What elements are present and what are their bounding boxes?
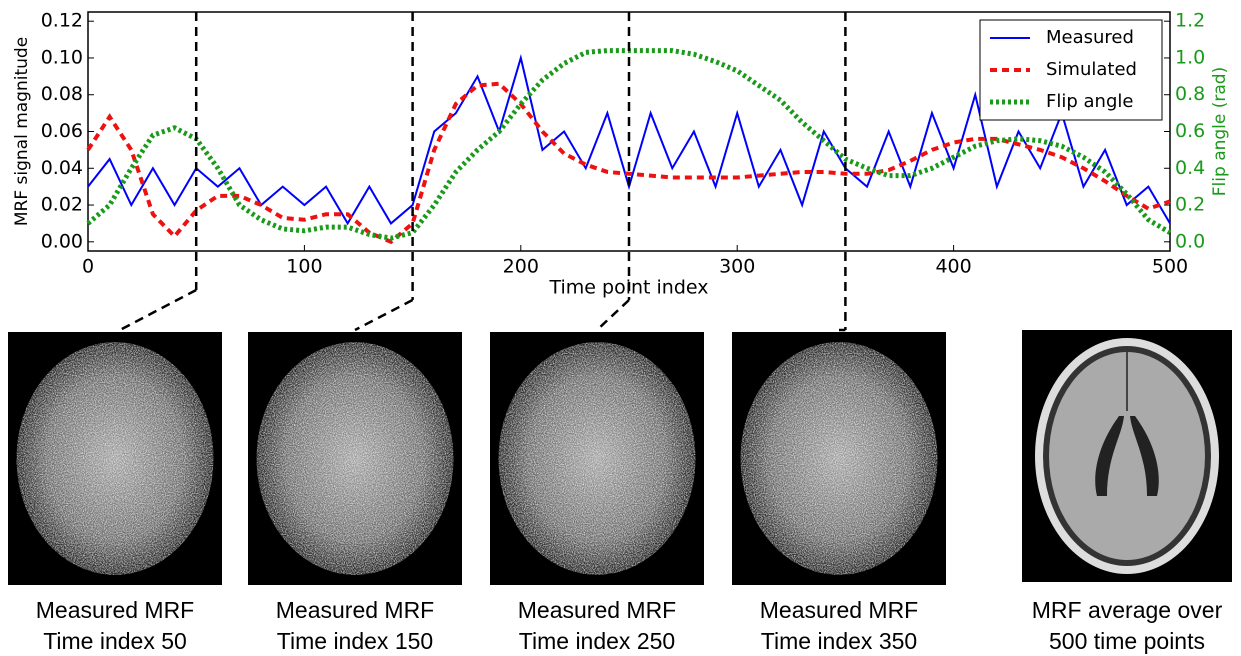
legend-label: Flip angle [1046, 91, 1133, 112]
panel-caption: Time index 50 [43, 628, 187, 654]
y2-tick-label: 1.0 [1175, 46, 1205, 68]
image-noise [740, 342, 938, 575]
series-line [87, 54, 1171, 226]
x-tick-label: 400 [935, 256, 971, 278]
y2-tick-label: 0.8 [1175, 83, 1205, 105]
x-tick-label: 200 [503, 256, 539, 278]
panel-caption: Time index 250 [519, 628, 675, 654]
leader-line [596, 299, 630, 331]
image-noise [256, 342, 454, 575]
panel-caption: Time index 350 [761, 628, 917, 654]
y-tick-label: 0.12 [41, 10, 83, 32]
x-tick-label: 100 [286, 256, 322, 278]
x-tick-label: 0 [82, 256, 94, 278]
y2-tick-label: 0.0 [1175, 230, 1205, 252]
series-line [86, 81, 1171, 245]
y2-axis-label: Flip angle (rad) [1210, 67, 1230, 196]
y2-tick-label: 0.6 [1175, 120, 1205, 142]
y2-tick-label: 1.2 [1175, 10, 1205, 32]
panel-caption: Measured MRF [760, 597, 918, 623]
leader-line [354, 298, 414, 332]
panel-caption: Measured MRF [276, 597, 434, 623]
y2-tick-label: 0.4 [1175, 157, 1205, 179]
legend-label: Measured [1046, 27, 1134, 48]
y-tick-label: 0.00 [41, 230, 83, 252]
image-noise [498, 342, 696, 575]
x-tick-label: 300 [719, 256, 755, 278]
y-tick-label: 0.06 [41, 120, 83, 142]
panel-caption: Time index 150 [277, 628, 433, 654]
y-tick-label: 0.10 [41, 46, 83, 68]
y-tick-label: 0.04 [41, 157, 83, 179]
image-panels: Measured MRF Time index 50 Measured MRF Tim… [8, 330, 1232, 654]
leader-line [119, 288, 197, 332]
x-tick-label: 500 [1152, 256, 1188, 278]
plot: 0 100 200 300 400 500 0.00 0.02 0.04 0.06 0.08 0.10… [12, 10, 1230, 332]
panel-caption: Measured MRF [36, 597, 194, 623]
y-axis-label: MRF signal magnitude [12, 37, 32, 226]
panel-caption: 500 time points [1049, 628, 1205, 654]
y-tick-label: 0.08 [41, 83, 83, 105]
panel-caption: MRF average over [1032, 597, 1223, 623]
y-tick-label: 0.02 [41, 194, 83, 216]
legend-label: Simulated [1046, 59, 1137, 80]
brain-ventricles [1095, 416, 1159, 496]
panel-caption: Measured MRF [518, 597, 676, 623]
image-noise [16, 342, 214, 575]
brain [1049, 352, 1205, 560]
y2-tick-label: 0.2 [1175, 194, 1205, 216]
